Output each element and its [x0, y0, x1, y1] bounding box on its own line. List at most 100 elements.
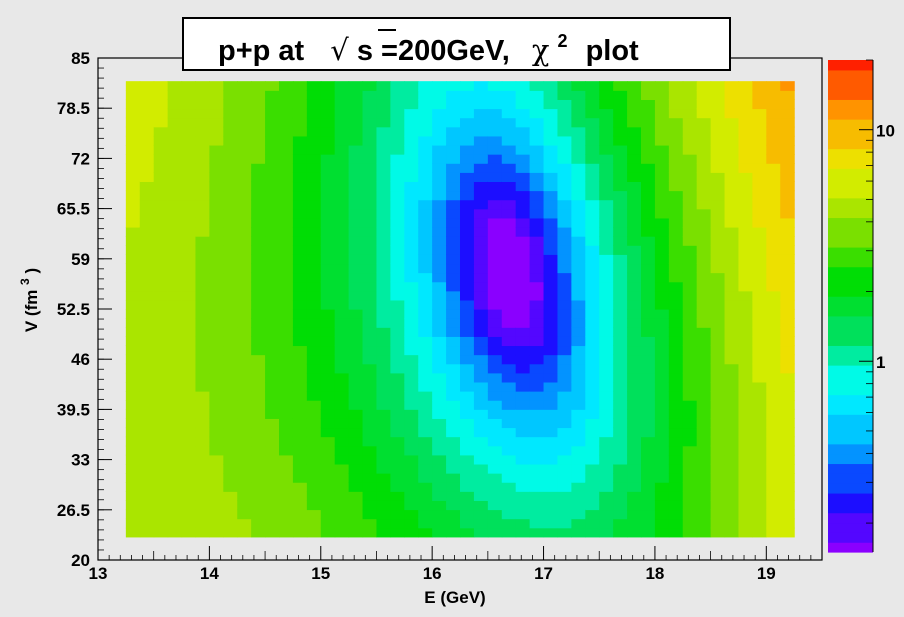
heat-cell	[585, 217, 600, 228]
heat-cell	[265, 99, 280, 110]
heat-cell	[139, 245, 155, 255]
heat-cell	[306, 272, 322, 283]
heat-cell	[668, 199, 684, 210]
heat-cell	[557, 272, 572, 283]
heat-cell	[334, 181, 350, 192]
heat-cell	[780, 263, 795, 274]
heat-cell	[613, 272, 628, 283]
heat-cell	[696, 454, 712, 465]
heat-cell	[641, 463, 656, 474]
heat-cell	[362, 372, 378, 383]
heat-cell	[362, 281, 378, 292]
heat-cell	[724, 135, 740, 146]
heat-cell	[237, 500, 252, 511]
heat-cell	[334, 436, 350, 447]
heat-cell	[529, 135, 545, 146]
heat-cell	[724, 309, 740, 319]
heat-cell	[418, 154, 433, 164]
heat-cell	[181, 454, 197, 465]
heat-cell	[766, 154, 781, 164]
heat-cell	[376, 144, 391, 155]
heat-cell	[599, 144, 614, 155]
heat-cell	[209, 263, 224, 274]
heat-cell	[529, 363, 545, 374]
title-suffix: plot	[586, 35, 639, 67]
heat-cell	[237, 217, 252, 228]
heat-cell	[543, 391, 559, 401]
heat-cell	[724, 117, 740, 128]
heat-cell	[306, 172, 322, 183]
heat-cell	[724, 463, 740, 474]
heat-cell	[265, 281, 280, 292]
color-scale-band	[828, 89, 873, 100]
heat-cell	[696, 482, 712, 492]
heat-cell	[390, 154, 405, 164]
heat-cell	[501, 436, 517, 447]
heat-cell	[404, 217, 419, 228]
heat-cell	[599, 299, 614, 310]
heat-cell	[515, 500, 531, 511]
heat-cell	[571, 272, 586, 283]
heat-cell	[543, 263, 559, 274]
heat-cell	[752, 318, 767, 328]
y-tick-label: 59	[71, 250, 90, 269]
heat-cell	[766, 299, 781, 310]
heat-cell	[418, 309, 433, 319]
heat-cell	[446, 318, 461, 328]
heat-cell	[404, 509, 419, 520]
heat-cell	[279, 108, 294, 119]
heat-cell	[599, 254, 614, 265]
heat-cell	[571, 309, 586, 319]
heat-cell	[627, 391, 642, 401]
heat-cell	[543, 345, 559, 356]
heat-cell	[223, 463, 238, 474]
heat-cell	[752, 290, 767, 301]
heat-cell	[432, 372, 447, 383]
heat-cell	[780, 463, 795, 474]
heat-cell	[153, 281, 169, 292]
heat-cell	[654, 527, 670, 538]
heat-cell	[780, 135, 795, 146]
heat-cell	[390, 427, 405, 438]
heat-cell	[362, 345, 378, 356]
heat-cell	[543, 217, 559, 228]
heat-cell	[682, 263, 698, 274]
heat-cell	[404, 500, 419, 511]
heat-cell	[125, 272, 141, 283]
heat-cell	[557, 345, 572, 356]
heat-cell	[627, 445, 642, 456]
heat-cell	[251, 482, 266, 492]
color-scale-band	[828, 492, 873, 504]
heat-cell	[334, 345, 350, 356]
heat-cell	[501, 99, 517, 110]
heat-cell	[738, 409, 753, 419]
heat-cell	[418, 473, 433, 483]
heat-cell	[501, 263, 517, 274]
heat-cell	[237, 509, 252, 520]
heat-cell	[501, 299, 517, 310]
heat-cell	[251, 309, 266, 319]
heat-cell	[766, 272, 781, 283]
heat-cell	[460, 391, 475, 401]
heat-cell	[432, 363, 447, 374]
heat-cell	[682, 354, 698, 365]
heat-cell	[376, 290, 391, 301]
heat-cell	[641, 226, 656, 237]
heat-cell	[320, 500, 336, 511]
heat-cell	[446, 482, 461, 492]
heat-cell	[279, 345, 294, 356]
color-scale-band	[828, 138, 873, 150]
heat-cell	[125, 208, 141, 219]
heat-cell	[237, 226, 252, 237]
heat-cell	[139, 445, 155, 456]
heat-cell	[237, 199, 252, 210]
heat-cell	[696, 90, 712, 100]
heat-cell	[153, 418, 169, 429]
heat-cell	[195, 281, 210, 292]
heat-cell	[473, 491, 489, 501]
heat-cell	[237, 400, 252, 410]
heat-cell	[585, 518, 600, 529]
heat-cell	[265, 135, 280, 146]
heat-cell	[599, 99, 614, 110]
heat-cell	[627, 491, 642, 501]
